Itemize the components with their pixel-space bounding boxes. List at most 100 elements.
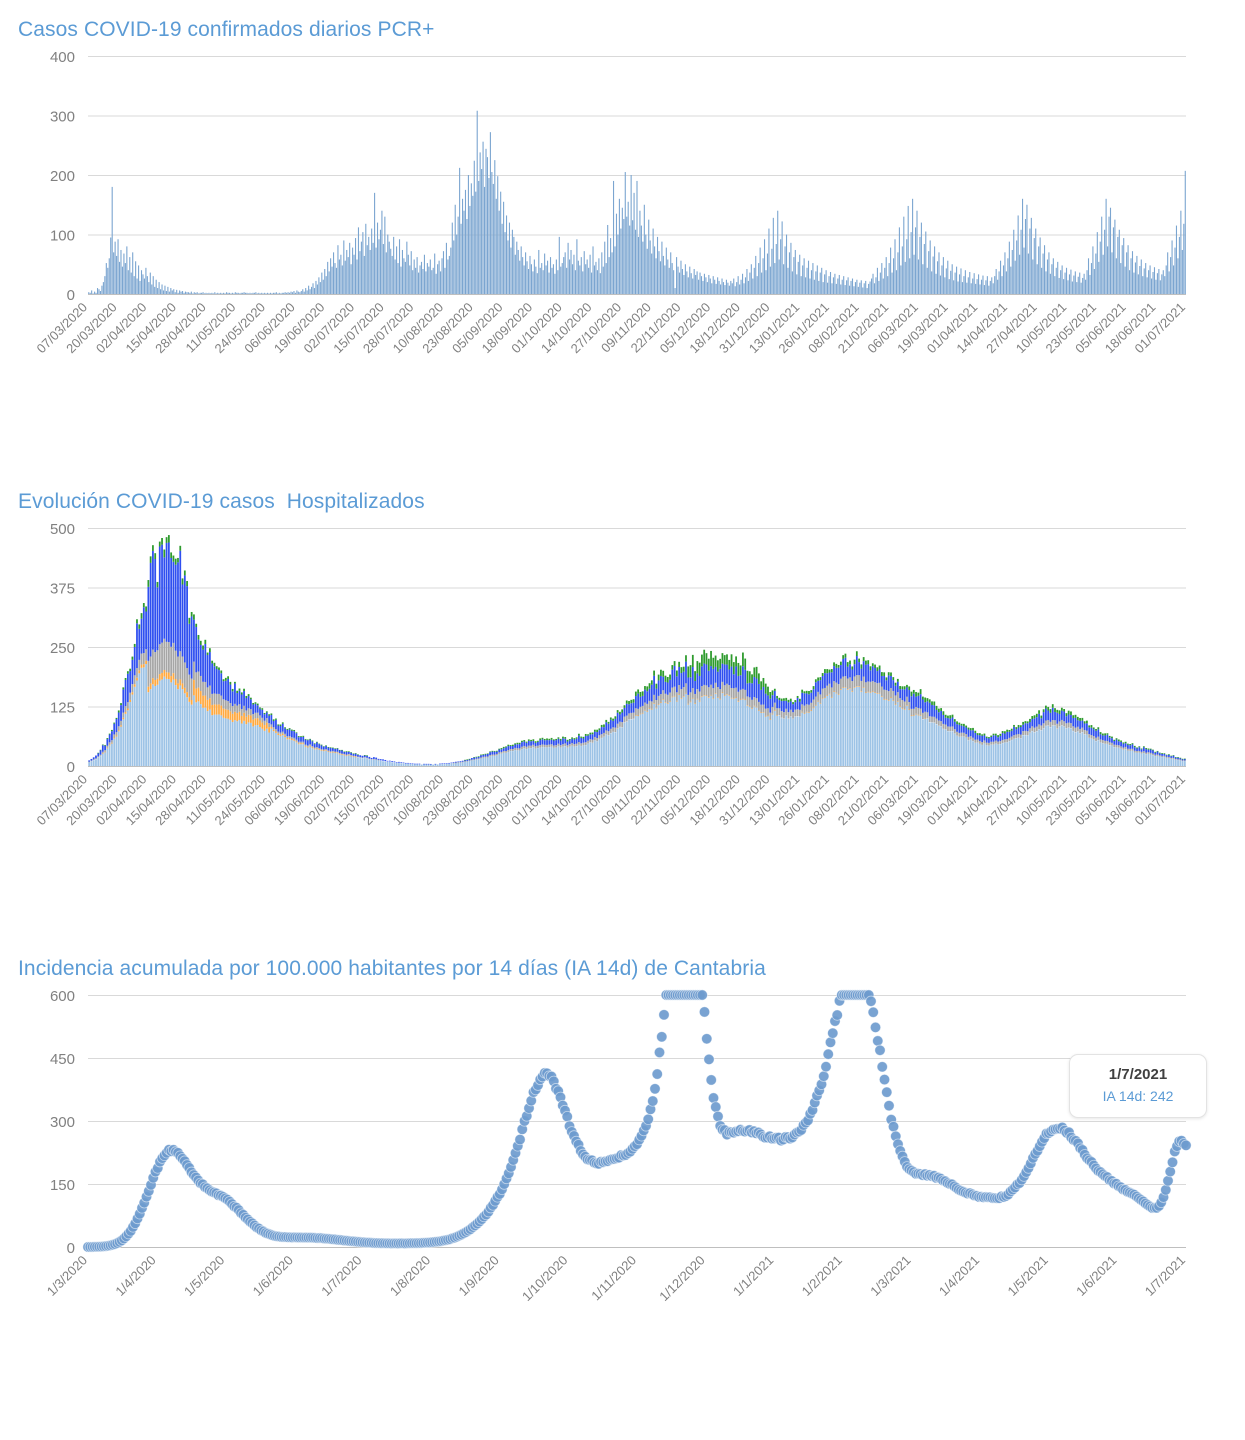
stacked-bar-segment bbox=[1095, 728, 1097, 731]
bar bbox=[982, 275, 984, 295]
stacked-bar-segment bbox=[452, 762, 455, 764]
data-point bbox=[656, 1031, 668, 1043]
stacked-bar-segment bbox=[161, 538, 163, 545]
bar bbox=[645, 234, 647, 294]
stacked-bar-segment bbox=[1181, 760, 1184, 762]
stacked-bar-segment bbox=[644, 709, 646, 711]
bar bbox=[1023, 247, 1025, 294]
ia14d-tooltip: 1/7/2021 IA 14d: 242 bbox=[1069, 1054, 1207, 1119]
stacked-bar-segment bbox=[660, 669, 662, 676]
data-point bbox=[822, 1048, 834, 1060]
bar bbox=[1079, 272, 1081, 294]
stacked-bar-segment bbox=[1097, 729, 1100, 737]
stacked-bar-segment bbox=[181, 689, 184, 766]
stacked-bar-segment bbox=[587, 734, 589, 736]
stacked-bar-segment bbox=[735, 697, 737, 699]
stacked-bar-segment bbox=[999, 733, 1002, 736]
stacked-bar-segment bbox=[1104, 740, 1107, 744]
stacked-bar-segment bbox=[181, 683, 184, 690]
stacked-bar-segment bbox=[849, 664, 851, 678]
bar bbox=[872, 273, 874, 294]
bar bbox=[233, 293, 235, 294]
stacked-bar-segment bbox=[202, 681, 204, 696]
stacked-bar-segment bbox=[1106, 734, 1109, 741]
stacked-bar-segment bbox=[316, 748, 318, 750]
stacked-bar-segment bbox=[1088, 738, 1091, 766]
bar bbox=[529, 255, 531, 294]
stacked-bar-segment bbox=[694, 671, 696, 681]
stacked-bar-segment bbox=[411, 764, 414, 766]
stacked-bar-segment bbox=[359, 758, 362, 766]
stacked-bar-segment bbox=[357, 754, 359, 756]
stacked-bar-segment bbox=[350, 755, 352, 756]
bar bbox=[794, 249, 796, 294]
stacked-bar-segment bbox=[1047, 706, 1050, 711]
stacked-bar-segment bbox=[557, 737, 560, 739]
stacked-bar-segment bbox=[1006, 731, 1009, 740]
stacked-bar-segment bbox=[539, 738, 542, 741]
stacked-bar-segment bbox=[1033, 727, 1036, 733]
stacked-bar-segment bbox=[1106, 733, 1109, 735]
bar bbox=[873, 283, 876, 294]
stacked-bar-segment bbox=[753, 705, 756, 707]
bar bbox=[775, 244, 777, 294]
stacked-bar-segment bbox=[778, 708, 781, 716]
bar bbox=[925, 231, 927, 295]
bar bbox=[98, 289, 100, 294]
stacked-bar-segment bbox=[1070, 728, 1072, 766]
bar bbox=[1134, 262, 1136, 295]
stacked-bar-segment bbox=[163, 549, 166, 558]
stacked-bar-segment bbox=[1142, 753, 1145, 766]
stacked-bar-segment bbox=[514, 743, 517, 745]
stacked-bar-segment bbox=[491, 751, 494, 755]
stacked-bar-segment bbox=[375, 757, 378, 760]
stacked-bar-segment bbox=[833, 681, 835, 692]
bar bbox=[674, 288, 676, 294]
bar bbox=[347, 257, 349, 294]
stacked-bar-segment bbox=[154, 680, 157, 687]
stacked-bar-segment bbox=[455, 762, 457, 766]
stacked-bar-segment bbox=[598, 739, 601, 766]
stacked-bar-segment bbox=[532, 747, 535, 766]
stacked-bar-segment bbox=[915, 696, 917, 707]
stacked-bar-segment bbox=[951, 717, 954, 727]
stacked-bar-segment bbox=[270, 724, 273, 728]
stacked-bar-segment bbox=[320, 750, 323, 766]
stacked-bar-segment bbox=[641, 695, 644, 706]
stacked-bar-segment bbox=[382, 759, 384, 761]
bar bbox=[665, 247, 667, 294]
bar bbox=[522, 257, 524, 294]
stacked-bar-segment bbox=[951, 714, 954, 718]
stacked-bar-segment bbox=[935, 709, 938, 719]
bar bbox=[608, 257, 610, 294]
stacked-bar-segment bbox=[329, 752, 332, 766]
bar bbox=[690, 273, 692, 294]
stacked-bar-segment bbox=[714, 693, 717, 694]
bar bbox=[353, 254, 355, 294]
bar bbox=[1171, 240, 1173, 294]
stacked-bar-segment bbox=[320, 744, 323, 746]
bar bbox=[108, 258, 110, 294]
bar bbox=[516, 241, 518, 294]
stacked-bar-segment bbox=[912, 715, 915, 716]
stacked-bar-segment bbox=[106, 747, 109, 749]
stacked-bar-segment bbox=[108, 734, 111, 743]
stacked-bar-segment bbox=[910, 715, 913, 766]
bar bbox=[928, 251, 930, 294]
stacked-bar-segment bbox=[131, 692, 134, 695]
stacked-bar-segment bbox=[227, 678, 229, 702]
stacked-bar-segment bbox=[1161, 755, 1163, 758]
stacked-bar-segment bbox=[919, 689, 922, 695]
stacked-bar-segment bbox=[798, 717, 801, 766]
stacked-bar-segment bbox=[179, 679, 182, 686]
bar bbox=[712, 276, 714, 294]
bar bbox=[683, 274, 685, 294]
stacked-bar-segment bbox=[1111, 742, 1113, 746]
stacked-bar-segment bbox=[874, 664, 876, 668]
stacked-bar-segment bbox=[1086, 734, 1088, 766]
stacked-bar-segment bbox=[994, 740, 997, 744]
bar bbox=[750, 264, 752, 294]
stacked-bar-segment bbox=[630, 703, 633, 713]
stacked-bar-segment bbox=[837, 694, 840, 766]
bar bbox=[997, 279, 999, 294]
